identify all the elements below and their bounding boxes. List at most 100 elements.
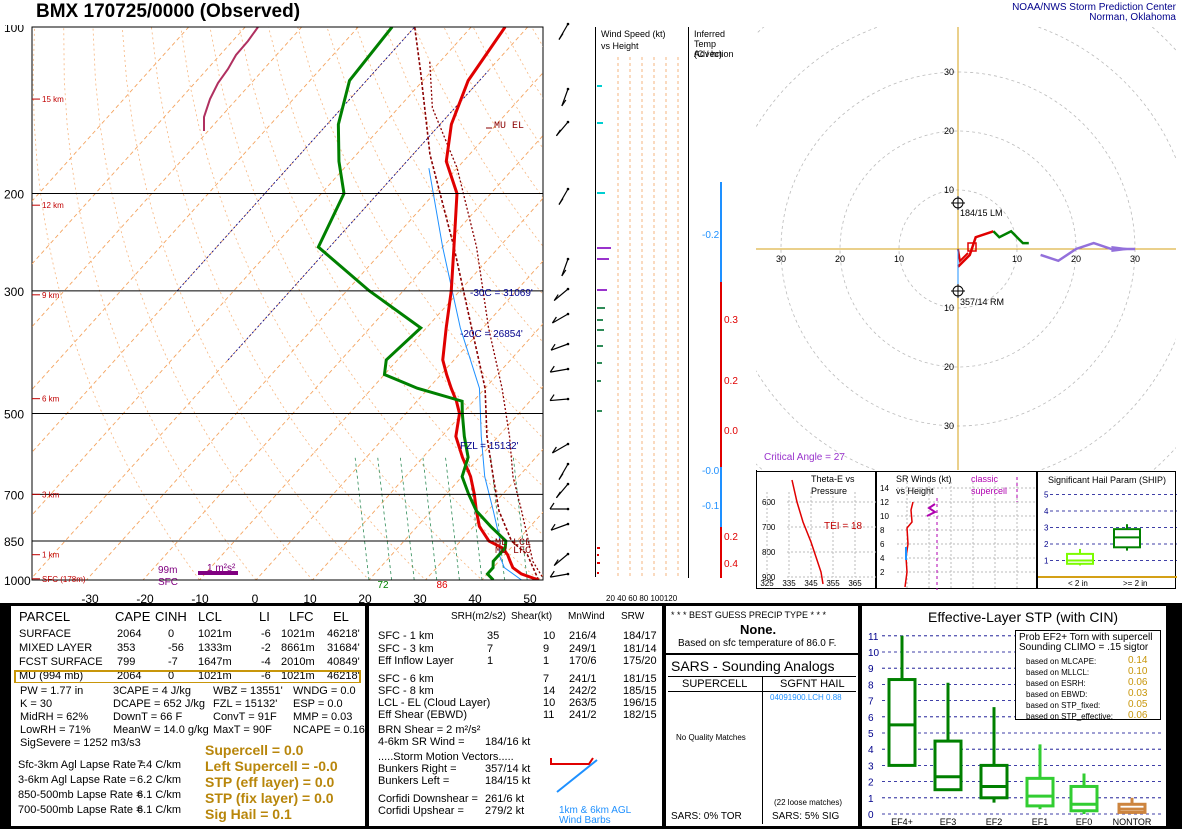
stp-prob-value: 0.10 <box>1128 666 1148 677</box>
kin-cell: 181/14 <box>623 643 657 655</box>
wind-barb-flag <box>555 129 561 137</box>
height-label: 15 km <box>42 95 64 104</box>
stp-y-label: 6 <box>868 713 874 724</box>
speed-bar <box>597 307 605 309</box>
parcel-cell: -4 <box>261 656 271 668</box>
hodo-trace-3-6km <box>992 229 1029 245</box>
hodo-x-label: 20 <box>835 254 845 264</box>
parcel-cell: 1021m <box>198 628 232 640</box>
temp-adv-value: 0.3 <box>724 315 738 326</box>
sars-match: 04091900.LCH 0.88 <box>770 693 842 702</box>
speed-bar <box>597 319 603 321</box>
ship-y-label: 2 <box>1044 540 1049 549</box>
sr-wind-value: 184/16 kt <box>485 736 531 748</box>
parcel-header: LFC <box>289 609 314 624</box>
pressure-label: 1000 <box>4 574 31 588</box>
isotherm <box>142 134 543 580</box>
wind-barb-dot <box>566 397 570 401</box>
stp-prob-label: based on MLLCL: <box>1026 668 1090 677</box>
stp-box: Effective-Layer STP (with CIN) 11 10 9 8 7 6 5… <box>862 606 1166 826</box>
wind-barb <box>561 258 569 277</box>
srw-h-label: 6 <box>880 540 885 549</box>
srw-label-1: classic <box>971 474 999 484</box>
theta-p-label: 800 <box>762 548 776 557</box>
kin-cell: 249/1 <box>569 643 597 655</box>
parcel-cell: 2064 <box>117 628 142 640</box>
inflow-sfc-label: SFC <box>158 577 178 588</box>
srw-h-label: 2 <box>880 568 885 577</box>
wind-barb <box>553 288 569 302</box>
temp-label: 10 <box>303 592 317 605</box>
kin-cell: 241/1 <box>569 673 597 685</box>
mixing-ratio <box>445 457 460 580</box>
wind-barb <box>561 88 569 107</box>
index-cell: K = 30 <box>20 698 53 710</box>
pressure-label: 300 <box>4 285 24 299</box>
dendritic-line <box>227 70 489 361</box>
wind-barb-flag <box>558 198 564 205</box>
stp-prob-value: 0.14 <box>1128 655 1148 666</box>
stp-prob-2: Sounding CLIMO = .15 sigtor <box>1019 642 1149 653</box>
kin-header: Shear(kt) <box>511 611 553 622</box>
stp-y-label: 5 <box>868 729 874 740</box>
stp-prob-value: 0.03 <box>1128 688 1148 699</box>
stp-box <box>1069 784 1099 813</box>
parcel-header: PARCEL <box>19 609 71 624</box>
corfidi-box <box>967 242 977 252</box>
stp-prob-label: based on STP_fixed: <box>1026 701 1101 710</box>
parcel-cell: -6 <box>261 628 271 640</box>
parcel-cell: 1021m <box>281 628 315 640</box>
parcel-header: CINH <box>155 609 187 624</box>
height-label: 1 km <box>42 551 60 560</box>
upper-trace <box>203 27 259 131</box>
isotherm <box>32 27 359 391</box>
index-cell: DCAPE = 652 J/kg <box>113 698 206 710</box>
wind-barb-dot <box>566 22 570 26</box>
hodo-y-label: 30 <box>944 421 954 431</box>
theta-p-label: 900 <box>762 573 776 582</box>
kin-cell: 175/20 <box>623 655 657 667</box>
speed-bar <box>597 247 611 249</box>
sars-sig: SARS: 5% SIG <box>772 811 840 822</box>
hodo-y-label: 20 <box>944 362 954 372</box>
wind-barb-flag <box>561 269 567 277</box>
stp-category-label: EF4+ <box>891 817 913 826</box>
isotherm <box>424 448 543 580</box>
hodo-y-label: 20 <box>944 126 954 136</box>
motion-label: Bunkers Left = <box>378 775 450 787</box>
stp-box <box>933 739 963 792</box>
index-cell: DownT = 66 F <box>113 711 183 723</box>
motion-label: Corfidi Upshear = <box>378 805 464 817</box>
parcel-cell: SURFACE <box>19 628 71 640</box>
hodograph: 6050403020101020304050607070706060505040… <box>756 27 1176 470</box>
temp-label: -30 <box>81 592 99 605</box>
lapse-value: 7.4 C/km <box>137 759 182 771</box>
ship-panel: 5 4 3 2 1 Significant Hail Param (SHIP) < 2 … <box>1037 471 1177 589</box>
stp-y-label: 7 <box>868 697 874 708</box>
hodo-y-label: 10 <box>944 185 954 195</box>
ship-xlabel-2: >= 2 in <box>1123 579 1148 588</box>
parcel-cell: 40849' <box>327 656 360 668</box>
theta-trace <box>791 479 824 585</box>
kin-cell: 181/15 <box>623 673 657 685</box>
parcel-cell: 1333m <box>198 642 232 654</box>
hodo-trace-0-1km <box>957 230 994 268</box>
speed-bar <box>597 554 599 556</box>
kin-cell: 7 <box>543 673 550 685</box>
speed-bar <box>597 122 603 124</box>
wind-barb-dot <box>566 342 570 346</box>
wind-barb-dot <box>566 367 570 371</box>
height-label: 3 km <box>42 490 60 499</box>
dry-adiabat <box>121 27 370 580</box>
srw-h-label: 10 <box>880 512 889 521</box>
kin-header: SRH(m2/s2) <box>451 611 507 622</box>
hodo-y-label: 30 <box>944 67 954 77</box>
isotherm <box>85 72 543 580</box>
wind-barb-dot <box>566 552 570 556</box>
stp-y-label: 2 <box>868 778 874 789</box>
stp-prob-value: 0.05 <box>1128 699 1148 710</box>
srh-unit-label: 1 m²s² <box>207 563 236 574</box>
speed-bar <box>597 192 605 194</box>
skewt-frame <box>31 26 544 581</box>
wind-barb-dot <box>566 87 570 91</box>
